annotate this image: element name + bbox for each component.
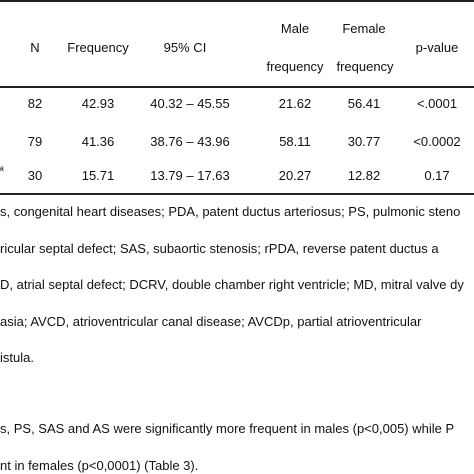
header-female-line1: Female	[342, 21, 386, 36]
footnote-line: asia; AVCD, atrioventricular canal disea…	[0, 314, 422, 329]
footnote-line: D, atrial septal defect; DCRV, double ch…	[0, 277, 464, 292]
body-text-line: nt in females (p<0,0001) (Table 3).	[0, 458, 199, 473]
table-header-rule	[0, 86, 474, 88]
header-frequency: Frequency	[67, 40, 129, 55]
cell-ci: 40.32 – 45.55	[150, 96, 230, 111]
header-male-line2: frequency	[266, 59, 324, 74]
cell-label-fragment: ª	[0, 166, 4, 177]
footnote-line: ricular septal defect; SAS, subaortic st…	[0, 241, 439, 256]
footnote-line: s, congenital heart diseases; PDA, paten…	[0, 204, 461, 219]
header-male-line1: Male	[280, 21, 310, 36]
cell-n: 79	[27, 134, 43, 149]
cell-ci: 13.79 – 17.63	[150, 168, 230, 183]
cell-pvalue: 0.17	[424, 168, 450, 183]
footnote-line: istula.	[0, 350, 34, 365]
cell-female: 30.77	[347, 134, 381, 149]
cell-pvalue: <.0001	[416, 96, 458, 111]
header-ci: 95% CI	[163, 40, 207, 55]
cell-male: 58.11	[279, 134, 311, 149]
header-female-line2: frequency	[336, 59, 394, 74]
cell-female: 56.41	[347, 96, 381, 111]
cell-female: 12.82	[347, 168, 381, 183]
cell-frequency: 41.36	[81, 134, 115, 149]
header-n: N	[30, 40, 40, 55]
cell-male: 20.27	[278, 168, 312, 183]
table-top-rule	[0, 0, 474, 2]
cell-n: 30	[27, 168, 43, 183]
cell-ci: 38.76 – 43.96	[150, 134, 230, 149]
table-bottom-rule	[0, 193, 474, 195]
cell-frequency: 42.93	[81, 96, 115, 111]
cell-male: 21.62	[278, 96, 312, 111]
cell-pvalue: <0.0002	[413, 134, 461, 149]
body-text-line: s, PS, SAS and AS were significantly mor…	[0, 421, 455, 436]
cell-frequency: 15.71	[81, 168, 115, 183]
cell-n: 82	[27, 96, 43, 111]
header-pvalue: p-value	[415, 40, 459, 55]
